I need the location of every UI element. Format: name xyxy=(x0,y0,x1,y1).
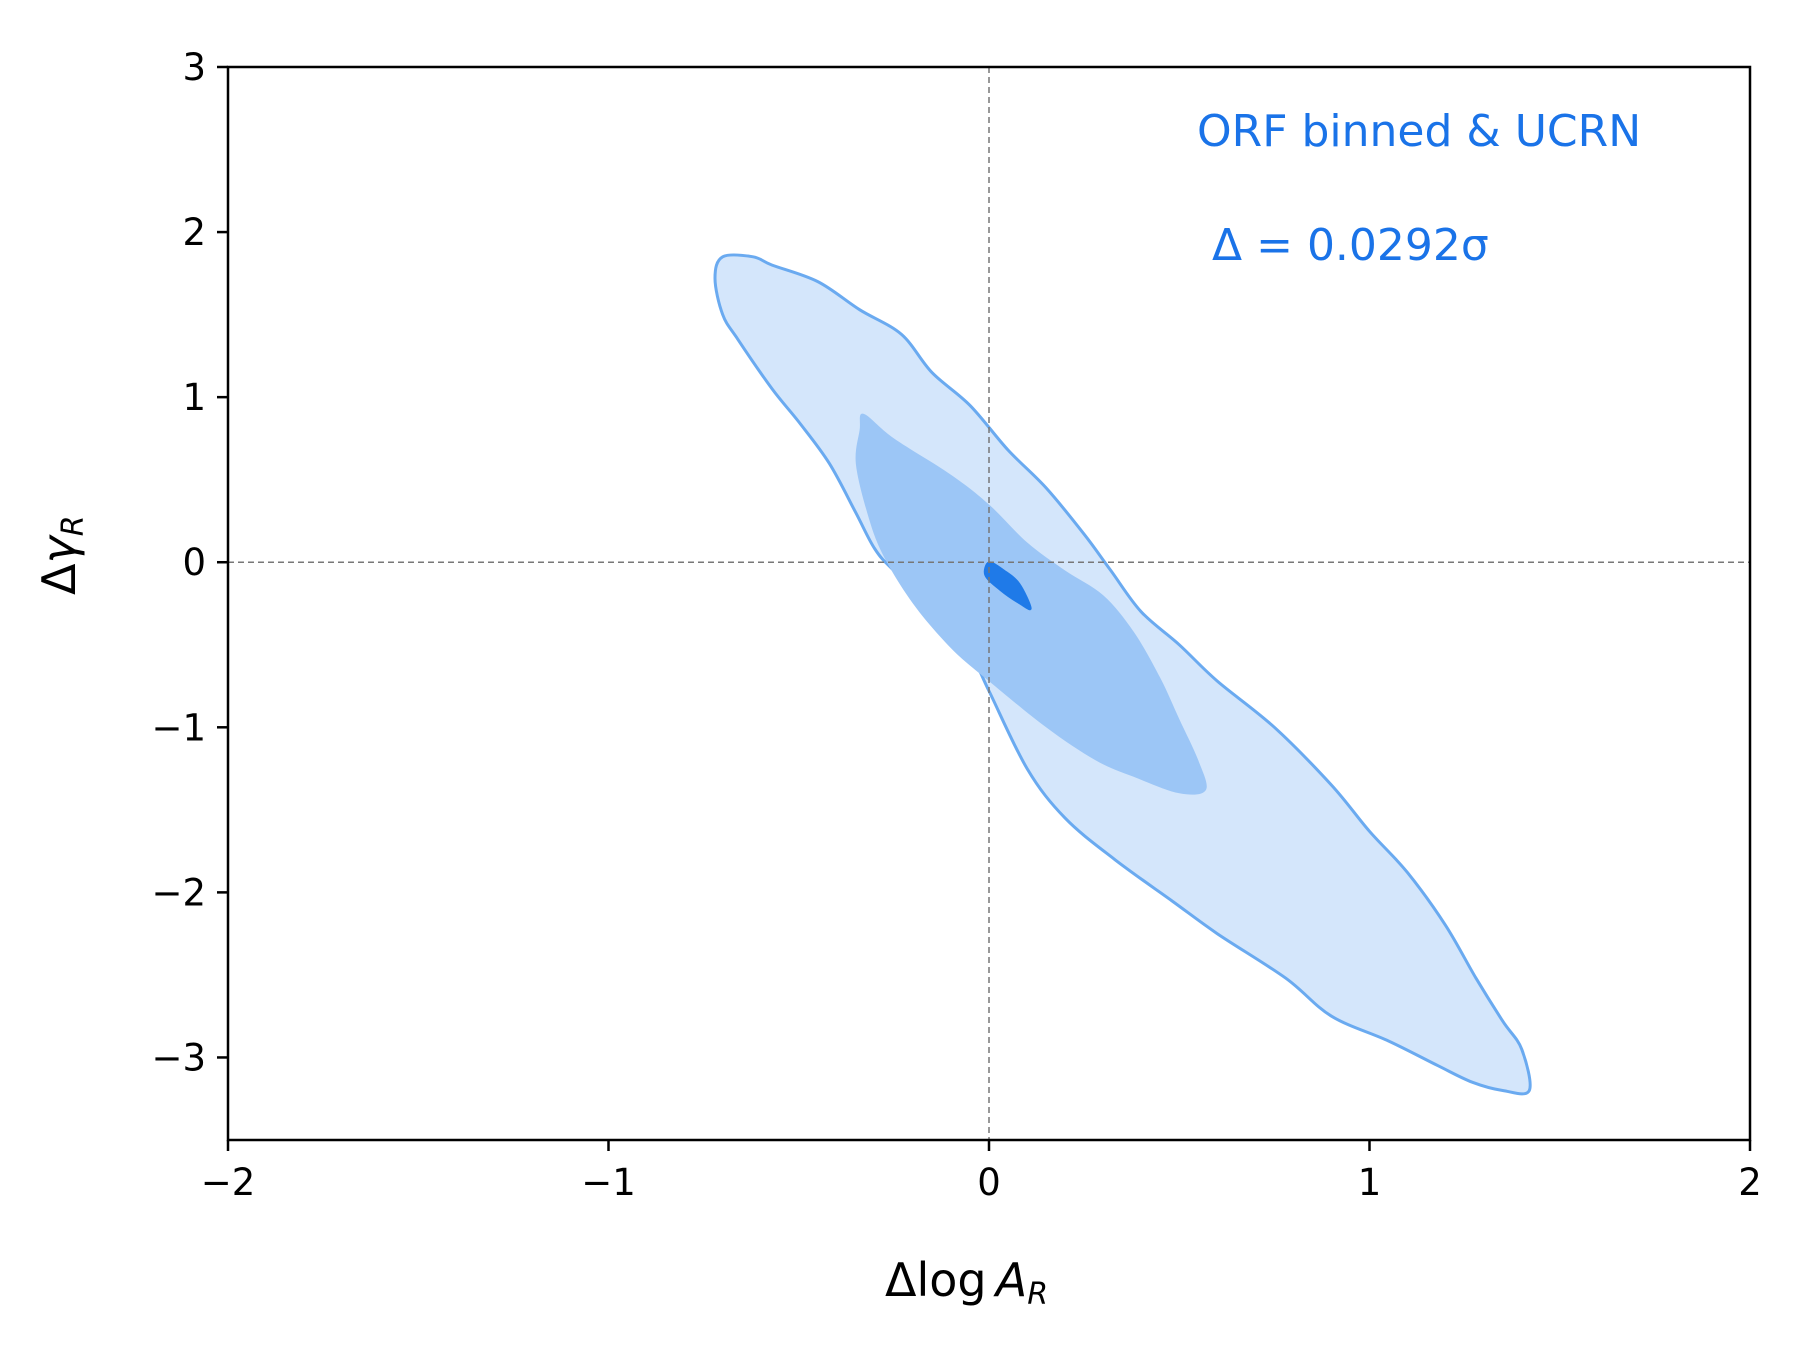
y-axis-label: ΔγR xyxy=(32,515,91,595)
y-tick-label: 2 xyxy=(182,211,206,254)
y-tick-label: 0 xyxy=(182,541,206,584)
x-tick-label: −2 xyxy=(201,1161,256,1204)
x-tick-label: 0 xyxy=(977,1161,1001,1204)
y-tick-label: 3 xyxy=(182,46,206,89)
y-tick-label: 1 xyxy=(182,376,206,419)
contour-core xyxy=(983,561,1032,611)
legend-text: ORF binned & UCRN xyxy=(1197,106,1642,157)
x-tick-label: 2 xyxy=(1738,1161,1762,1204)
x-axis-label: Δlog AR xyxy=(885,1253,1049,1312)
y-tick-label: −2 xyxy=(151,871,206,914)
x-tick-label: −1 xyxy=(581,1161,636,1204)
y-tick-label: −1 xyxy=(151,706,206,749)
x-tick-label: 1 xyxy=(1358,1161,1382,1204)
delta-annotation: Δ = 0.0292σ xyxy=(1212,220,1489,271)
contour-inner xyxy=(855,413,1207,795)
y-tick-label: −3 xyxy=(151,1036,206,1079)
